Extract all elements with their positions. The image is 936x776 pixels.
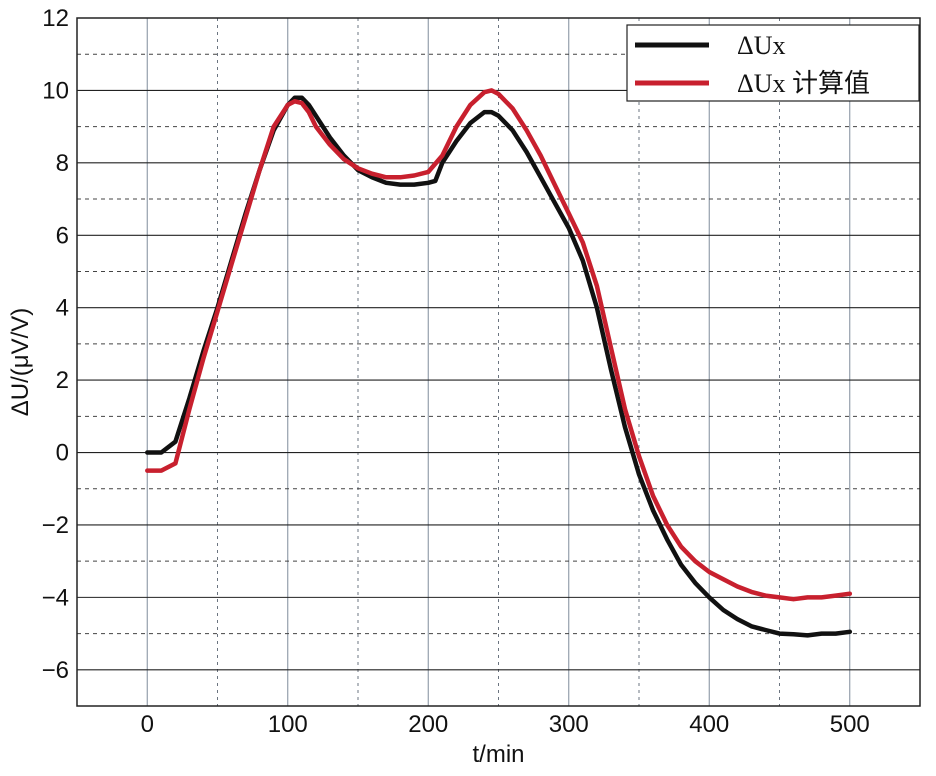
x-axis-label: t/min bbox=[472, 741, 524, 768]
y-tick-label: 6 bbox=[56, 222, 69, 249]
y-tick-label: −2 bbox=[42, 512, 69, 539]
series-line-1 bbox=[145, 88, 853, 602]
legend-box bbox=[626, 24, 920, 102]
legend-label-series-0: ΔUx bbox=[737, 31, 786, 60]
plot-frame bbox=[76, 17, 921, 707]
y-tick-label: 0 bbox=[56, 440, 69, 467]
y-axis-label: ΔU/(μV/V) bbox=[7, 308, 34, 417]
y-tick-label: 8 bbox=[56, 150, 69, 177]
x-tick-label: 300 bbox=[549, 711, 589, 738]
x-tick-label: 100 bbox=[268, 711, 308, 738]
x-tick-label: 400 bbox=[689, 711, 729, 738]
y-tick-label: 2 bbox=[56, 367, 69, 394]
y-tick-label: −6 bbox=[42, 657, 69, 684]
x-tick-label: 500 bbox=[830, 711, 870, 738]
x-tick-label: 0 bbox=[141, 711, 154, 738]
x-tick-label: 200 bbox=[408, 711, 448, 738]
y-tick-label: 12 bbox=[42, 5, 69, 32]
series-line-0 bbox=[145, 95, 853, 638]
y-tick-label: −4 bbox=[42, 584, 69, 611]
tick-labels: 0 100 200 300 400 500 −6 −4 −2 0 2 4 6 8 10 12 bbox=[42, 5, 870, 738]
legend-label-series-1: ΔUx 计算值 bbox=[737, 69, 870, 98]
series-layer bbox=[145, 88, 853, 638]
y-tick-label: 10 bbox=[42, 77, 69, 104]
y-tick-label: 4 bbox=[56, 295, 69, 322]
legend: ΔUx ΔUx 计算值 bbox=[626, 24, 920, 102]
